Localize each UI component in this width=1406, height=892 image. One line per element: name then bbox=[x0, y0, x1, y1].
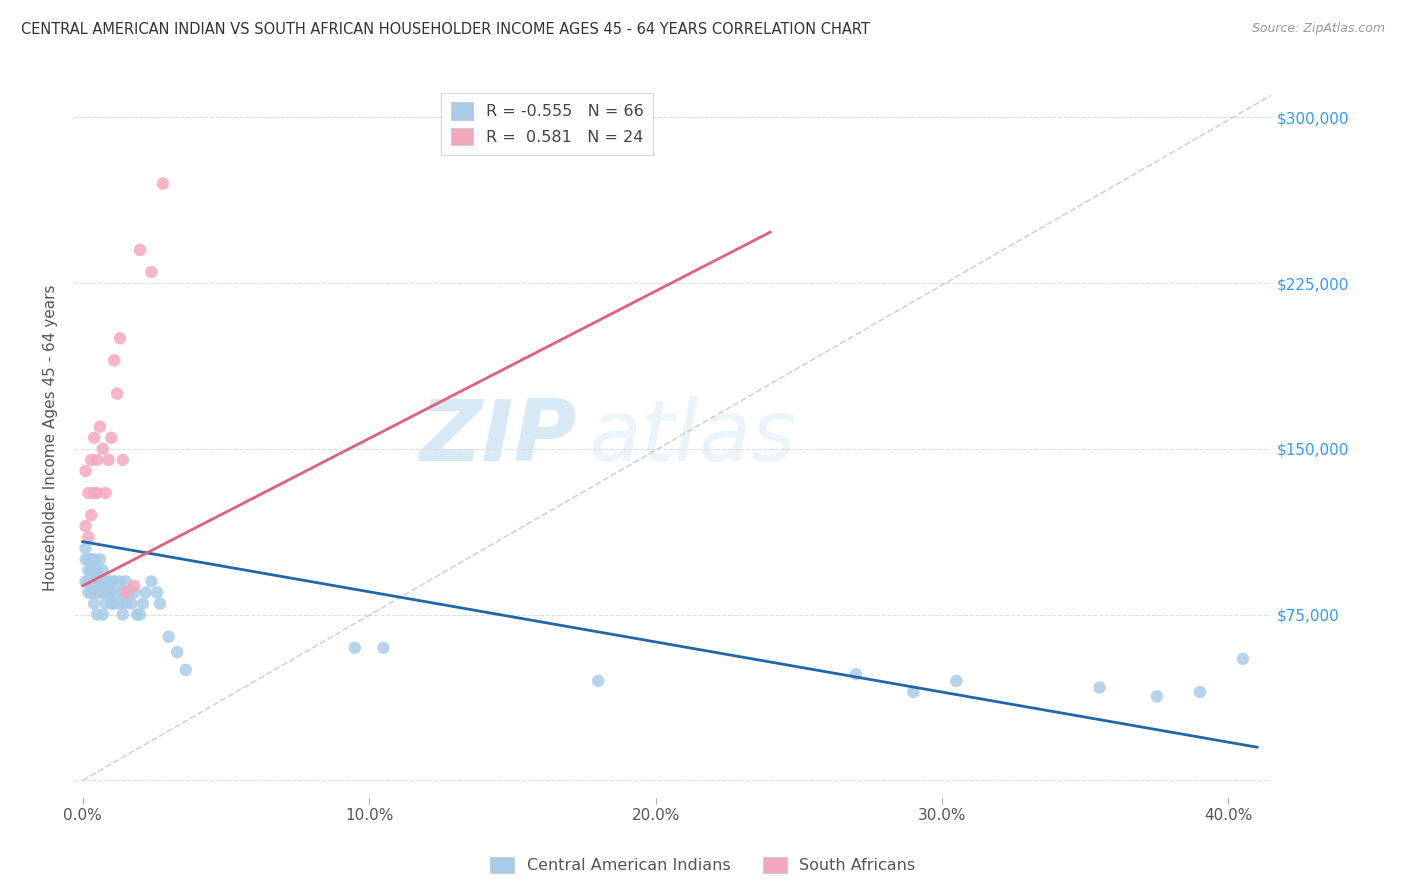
Point bbox=[89, 419, 111, 434]
Point bbox=[77, 530, 100, 544]
Point bbox=[127, 607, 149, 622]
Point bbox=[141, 574, 163, 589]
Point bbox=[77, 574, 100, 589]
Point bbox=[588, 673, 610, 688]
Point bbox=[80, 563, 103, 577]
Point bbox=[77, 486, 100, 500]
Point bbox=[86, 486, 108, 500]
Point bbox=[903, 685, 925, 699]
Point bbox=[100, 574, 122, 589]
Point bbox=[122, 585, 145, 599]
Legend: R = -0.555   N = 66, R =  0.581   N = 24: R = -0.555 N = 66, R = 0.581 N = 24 bbox=[441, 93, 654, 154]
Point bbox=[105, 386, 128, 401]
Point bbox=[83, 574, 105, 589]
Point bbox=[100, 585, 122, 599]
Point bbox=[1146, 690, 1168, 704]
Point bbox=[86, 563, 108, 577]
Point bbox=[89, 574, 111, 589]
Point bbox=[103, 574, 125, 589]
Point bbox=[80, 508, 103, 522]
Point bbox=[129, 607, 152, 622]
Point bbox=[146, 585, 169, 599]
Point bbox=[1232, 652, 1254, 666]
Point bbox=[80, 552, 103, 566]
Point bbox=[91, 574, 114, 589]
Point bbox=[86, 607, 108, 622]
Point bbox=[117, 585, 139, 599]
Point bbox=[94, 486, 117, 500]
Point bbox=[97, 574, 120, 589]
Point bbox=[174, 663, 197, 677]
Point bbox=[77, 585, 100, 599]
Text: ZIP: ZIP bbox=[419, 396, 576, 479]
Point bbox=[114, 585, 136, 599]
Point bbox=[75, 519, 97, 533]
Point bbox=[103, 597, 125, 611]
Point bbox=[166, 645, 188, 659]
Point bbox=[75, 464, 97, 478]
Point bbox=[86, 585, 108, 599]
Point bbox=[108, 597, 131, 611]
Point bbox=[129, 243, 152, 257]
Point bbox=[122, 579, 145, 593]
Legend: Central American Indians, South Africans: Central American Indians, South Africans bbox=[484, 850, 922, 880]
Point bbox=[86, 453, 108, 467]
Point bbox=[373, 640, 395, 655]
Point bbox=[945, 673, 967, 688]
Point bbox=[75, 574, 97, 589]
Point bbox=[89, 585, 111, 599]
Point bbox=[845, 667, 868, 681]
Point bbox=[343, 640, 366, 655]
Point bbox=[97, 585, 120, 599]
Point bbox=[86, 574, 108, 589]
Point bbox=[1088, 681, 1111, 695]
Point bbox=[77, 552, 100, 566]
Point bbox=[80, 585, 103, 599]
Point bbox=[94, 585, 117, 599]
Text: CENTRAL AMERICAN INDIAN VS SOUTH AFRICAN HOUSEHOLDER INCOME AGES 45 - 64 YEARS C: CENTRAL AMERICAN INDIAN VS SOUTH AFRICAN… bbox=[21, 22, 870, 37]
Point bbox=[91, 585, 114, 599]
Point bbox=[89, 552, 111, 566]
Point bbox=[83, 597, 105, 611]
Point bbox=[97, 453, 120, 467]
Point bbox=[120, 597, 142, 611]
Point bbox=[114, 597, 136, 611]
Point bbox=[149, 597, 172, 611]
Point bbox=[94, 597, 117, 611]
Point bbox=[83, 486, 105, 500]
Point bbox=[135, 585, 157, 599]
Point bbox=[157, 630, 180, 644]
Point bbox=[132, 597, 155, 611]
Text: Source: ZipAtlas.com: Source: ZipAtlas.com bbox=[1251, 22, 1385, 36]
Point bbox=[105, 585, 128, 599]
Point bbox=[83, 431, 105, 445]
Point bbox=[141, 265, 163, 279]
Point bbox=[114, 574, 136, 589]
Point bbox=[152, 177, 174, 191]
Point bbox=[75, 541, 97, 556]
Y-axis label: Householder Income Ages 45 - 64 years: Householder Income Ages 45 - 64 years bbox=[44, 285, 58, 591]
Text: atlas: atlas bbox=[589, 396, 797, 479]
Point bbox=[80, 453, 103, 467]
Point bbox=[100, 597, 122, 611]
Point bbox=[108, 574, 131, 589]
Point bbox=[111, 607, 134, 622]
Point bbox=[83, 552, 105, 566]
Point bbox=[100, 431, 122, 445]
Point bbox=[83, 563, 105, 577]
Point bbox=[1188, 685, 1211, 699]
Point bbox=[91, 607, 114, 622]
Point bbox=[111, 585, 134, 599]
Point bbox=[80, 574, 103, 589]
Point bbox=[91, 442, 114, 456]
Point bbox=[91, 563, 114, 577]
Point bbox=[108, 331, 131, 345]
Point bbox=[94, 574, 117, 589]
Point bbox=[103, 353, 125, 368]
Point bbox=[111, 453, 134, 467]
Point bbox=[77, 563, 100, 577]
Point bbox=[75, 552, 97, 566]
